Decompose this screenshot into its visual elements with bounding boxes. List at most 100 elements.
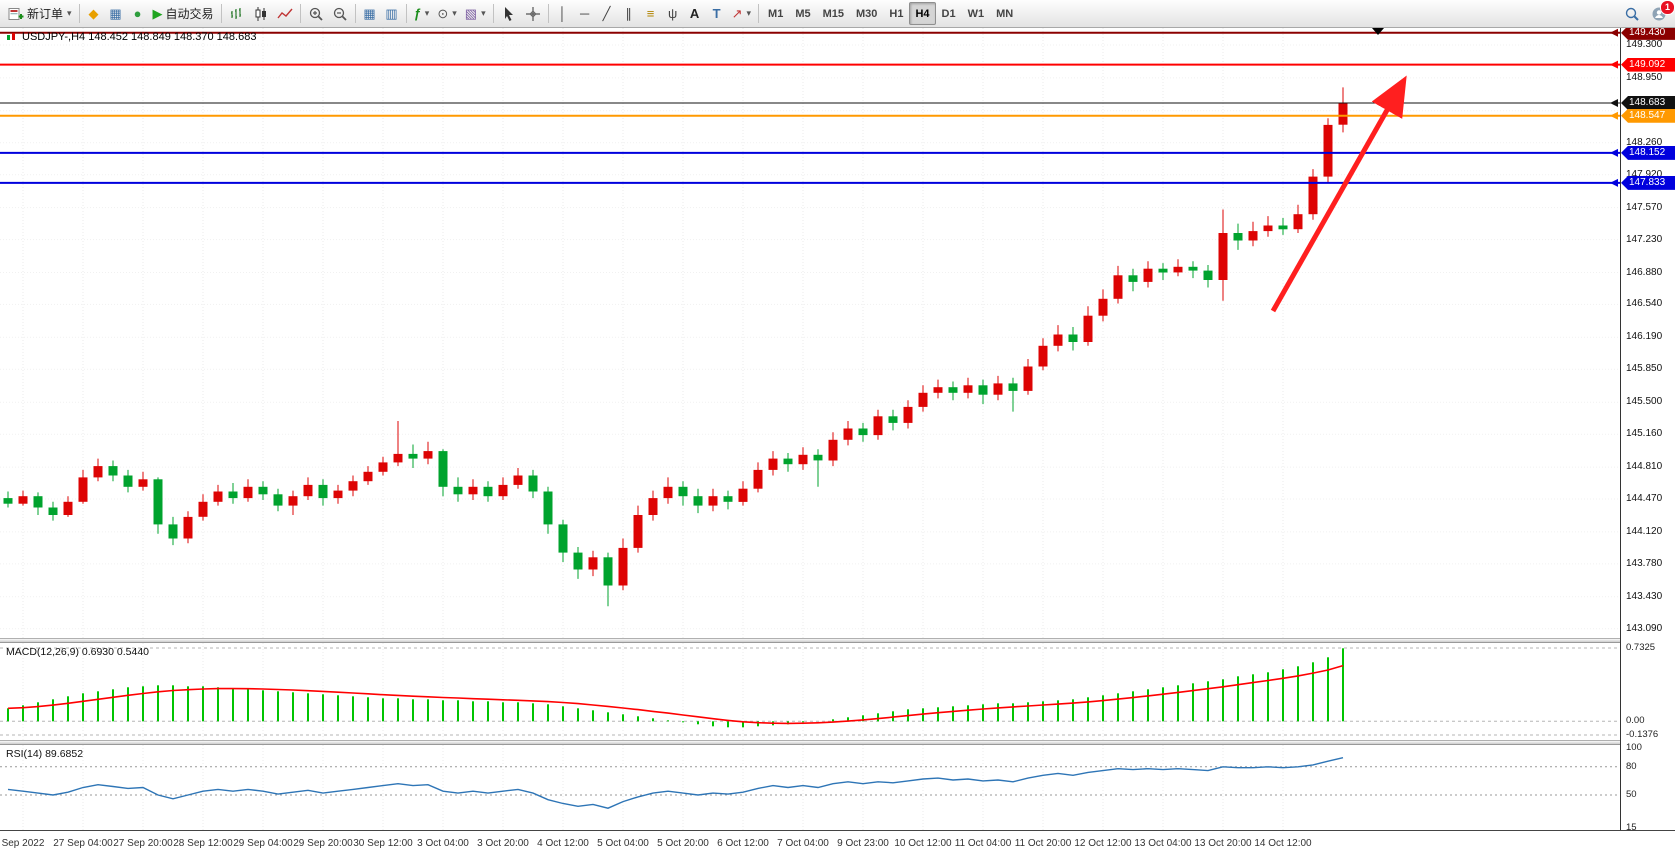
timeframe-h1-button[interactable]: H1: [883, 2, 909, 25]
arrows-tool-button[interactable]: ↗ ▾: [728, 2, 755, 25]
cursor-button[interactable]: [497, 2, 521, 25]
panel-divider[interactable]: [0, 638, 1675, 643]
navigator-button[interactable]: ●: [127, 2, 149, 25]
price-tick-label: 144.120: [1626, 525, 1663, 537]
price-tick-label: 148.950: [1626, 71, 1663, 83]
navigator-icon: ●: [133, 6, 142, 21]
profiles-icon: ◆: [88, 6, 99, 21]
templates-button[interactable]: ▧ ▾: [461, 2, 490, 25]
price-line-badge: 148.152: [1621, 145, 1675, 160]
text-tool-button[interactable]: A: [684, 2, 706, 25]
toolbar-separator: [405, 4, 407, 23]
macd-grid: [0, 643, 1620, 740]
zoom-out-button[interactable]: [328, 2, 352, 25]
line-chart-button[interactable]: [273, 2, 297, 25]
price-chart-panel[interactable]: [0, 28, 1620, 638]
time-axis-label: 27 Sep 04:00: [53, 838, 113, 849]
time-axis-label: 6 Oct 12:00: [717, 838, 769, 849]
caret-down-icon: ▾: [481, 8, 486, 18]
price-tick-label: 145.160: [1626, 428, 1663, 440]
timeframe-h4-button[interactable]: H4: [909, 2, 936, 25]
trendline-tool-button[interactable]: ╱: [596, 2, 618, 25]
macd-histogram: [7, 648, 1344, 728]
time-axis-label: 29 Sep 04:00: [233, 838, 293, 849]
time-axis-label: 14 Oct 12:00: [1254, 838, 1312, 849]
market-watch-button[interactable]: ▦: [105, 2, 127, 25]
timeframe-m15-button[interactable]: M15: [817, 2, 850, 25]
rsi-panel[interactable]: [0, 745, 1620, 830]
rsi-line: [7, 757, 1344, 809]
cascade-windows-button[interactable]: ▥: [381, 2, 403, 25]
autotrading-button[interactable]: ▶ 自动交易: [149, 2, 218, 25]
zoom-in-icon: [309, 7, 323, 21]
timeframe-m5-button[interactable]: M5: [789, 2, 816, 25]
indicators-icon: ƒ: [413, 6, 421, 21]
timeframe-mn-button[interactable]: MN: [990, 2, 1019, 25]
time-axis-label: 13 Oct 04:00: [1134, 838, 1192, 849]
pitchfork-tool-button[interactable]: ψ: [662, 2, 684, 25]
macd-panel[interactable]: [0, 643, 1620, 740]
caret-down-icon: ▾: [424, 8, 430, 18]
toolbar-separator: [78, 4, 80, 23]
time-axis-label: 11 Oct 04:00: [954, 838, 1012, 849]
price-tick-label: 143.090: [1626, 622, 1663, 634]
timeframe-m1-button[interactable]: M1: [762, 2, 789, 25]
new-order-button[interactable]: 新订单 ▾: [4, 2, 76, 25]
indicators-button[interactable]: ƒ ▾: [410, 2, 434, 25]
time-axis-label: 12 Oct 12:00: [1074, 838, 1132, 849]
price-line-badge: 148.547: [1621, 108, 1675, 123]
notification-badge: 1: [1660, 0, 1675, 15]
time-axis-label: 30 Sep 12:00: [353, 838, 413, 849]
macd-scale-label: 0.00: [1626, 715, 1645, 727]
chart-shift-marker[interactable]: [1372, 28, 1384, 35]
caret-down-icon: ▾: [67, 8, 72, 18]
price-tick-label: 144.470: [1626, 493, 1663, 504]
channel-tool-button[interactable]: ∥: [618, 2, 640, 25]
timeframe-w1-button[interactable]: W1: [962, 2, 991, 25]
notifications-button[interactable]: 1: [1647, 0, 1675, 25]
trend-arrow-annotation[interactable]: [1270, 75, 1407, 313]
price-line-badge: 149.430: [1621, 28, 1675, 40]
price-tick-label: 147.230: [1626, 233, 1663, 245]
horizontal-level-lines[interactable]: [0, 28, 1620, 187]
time-axis-label: 5 Oct 20:00: [657, 838, 709, 849]
bar-chart-button[interactable]: [225, 2, 249, 25]
price-axis[interactable]: 149.300148.950148.600148.260147.920147.5…: [1620, 28, 1675, 830]
vertical-line-tool-button[interactable]: │: [552, 2, 574, 25]
new-order-label: 新订单: [27, 7, 64, 21]
zoom-in-button[interactable]: [304, 2, 328, 25]
main-toolbar: 新订单 ▾ ◆ ▦ ● ▶ 自动交易 ▦ ▥ ƒ ▾ ⊙ ▾ ▧ ▾ │ ─ ╱ ∥ …: [0, 0, 1675, 28]
search-button[interactable]: [1620, 2, 1644, 25]
toolbar-separator: [547, 4, 549, 23]
rsi-scale-label: 80: [1626, 760, 1637, 772]
timeframe-d1-button[interactable]: D1: [936, 2, 962, 25]
text-label-tool-button[interactable]: T: [706, 2, 728, 25]
timeframe-m30-button[interactable]: M30: [850, 2, 883, 25]
tile-windows-button[interactable]: ▦: [359, 2, 381, 25]
candlestick-chart-button[interactable]: [249, 2, 273, 25]
cursor-icon: [504, 6, 513, 21]
trendline-icon: ╱: [602, 6, 611, 21]
periods-button[interactable]: ⊙ ▾: [433, 2, 460, 25]
time-axis-label: 5 Oct 04:00: [597, 838, 649, 849]
vertical-line-icon: │: [558, 6, 567, 21]
profiles-button[interactable]: ◆: [83, 2, 105, 25]
price-tick-label: 143.430: [1626, 590, 1663, 602]
time-axis-label: 3 Oct 20:00: [477, 838, 529, 849]
price-tick-label: 149.300: [1626, 39, 1663, 50]
fibonacci-icon: ≡: [646, 6, 655, 21]
time-axis-label: 7 Oct 04:00: [777, 838, 829, 849]
horizontal-line-tool-button[interactable]: ─: [574, 2, 596, 25]
time-axis-label: 10 Oct 12:00: [894, 838, 952, 849]
crosshair-button[interactable]: [521, 2, 545, 25]
search-icon: [1625, 7, 1639, 21]
panel-divider[interactable]: [0, 740, 1675, 745]
fibonacci-tool-button[interactable]: ≡: [640, 2, 662, 25]
chart-grid: [0, 28, 1620, 638]
price-line-badge: 149.092: [1621, 57, 1675, 72]
toolbar-separator: [758, 4, 760, 23]
chart-icon: [7, 32, 15, 40]
price-line-badge: 148.683: [1621, 96, 1675, 110]
time-axis[interactable]: Sep 2022 27 Sep 04:00 27 Sep 20:00 28 Sep 1…: [0, 830, 1675, 857]
time-axis-label: 28 Sep 12:00: [173, 838, 233, 849]
